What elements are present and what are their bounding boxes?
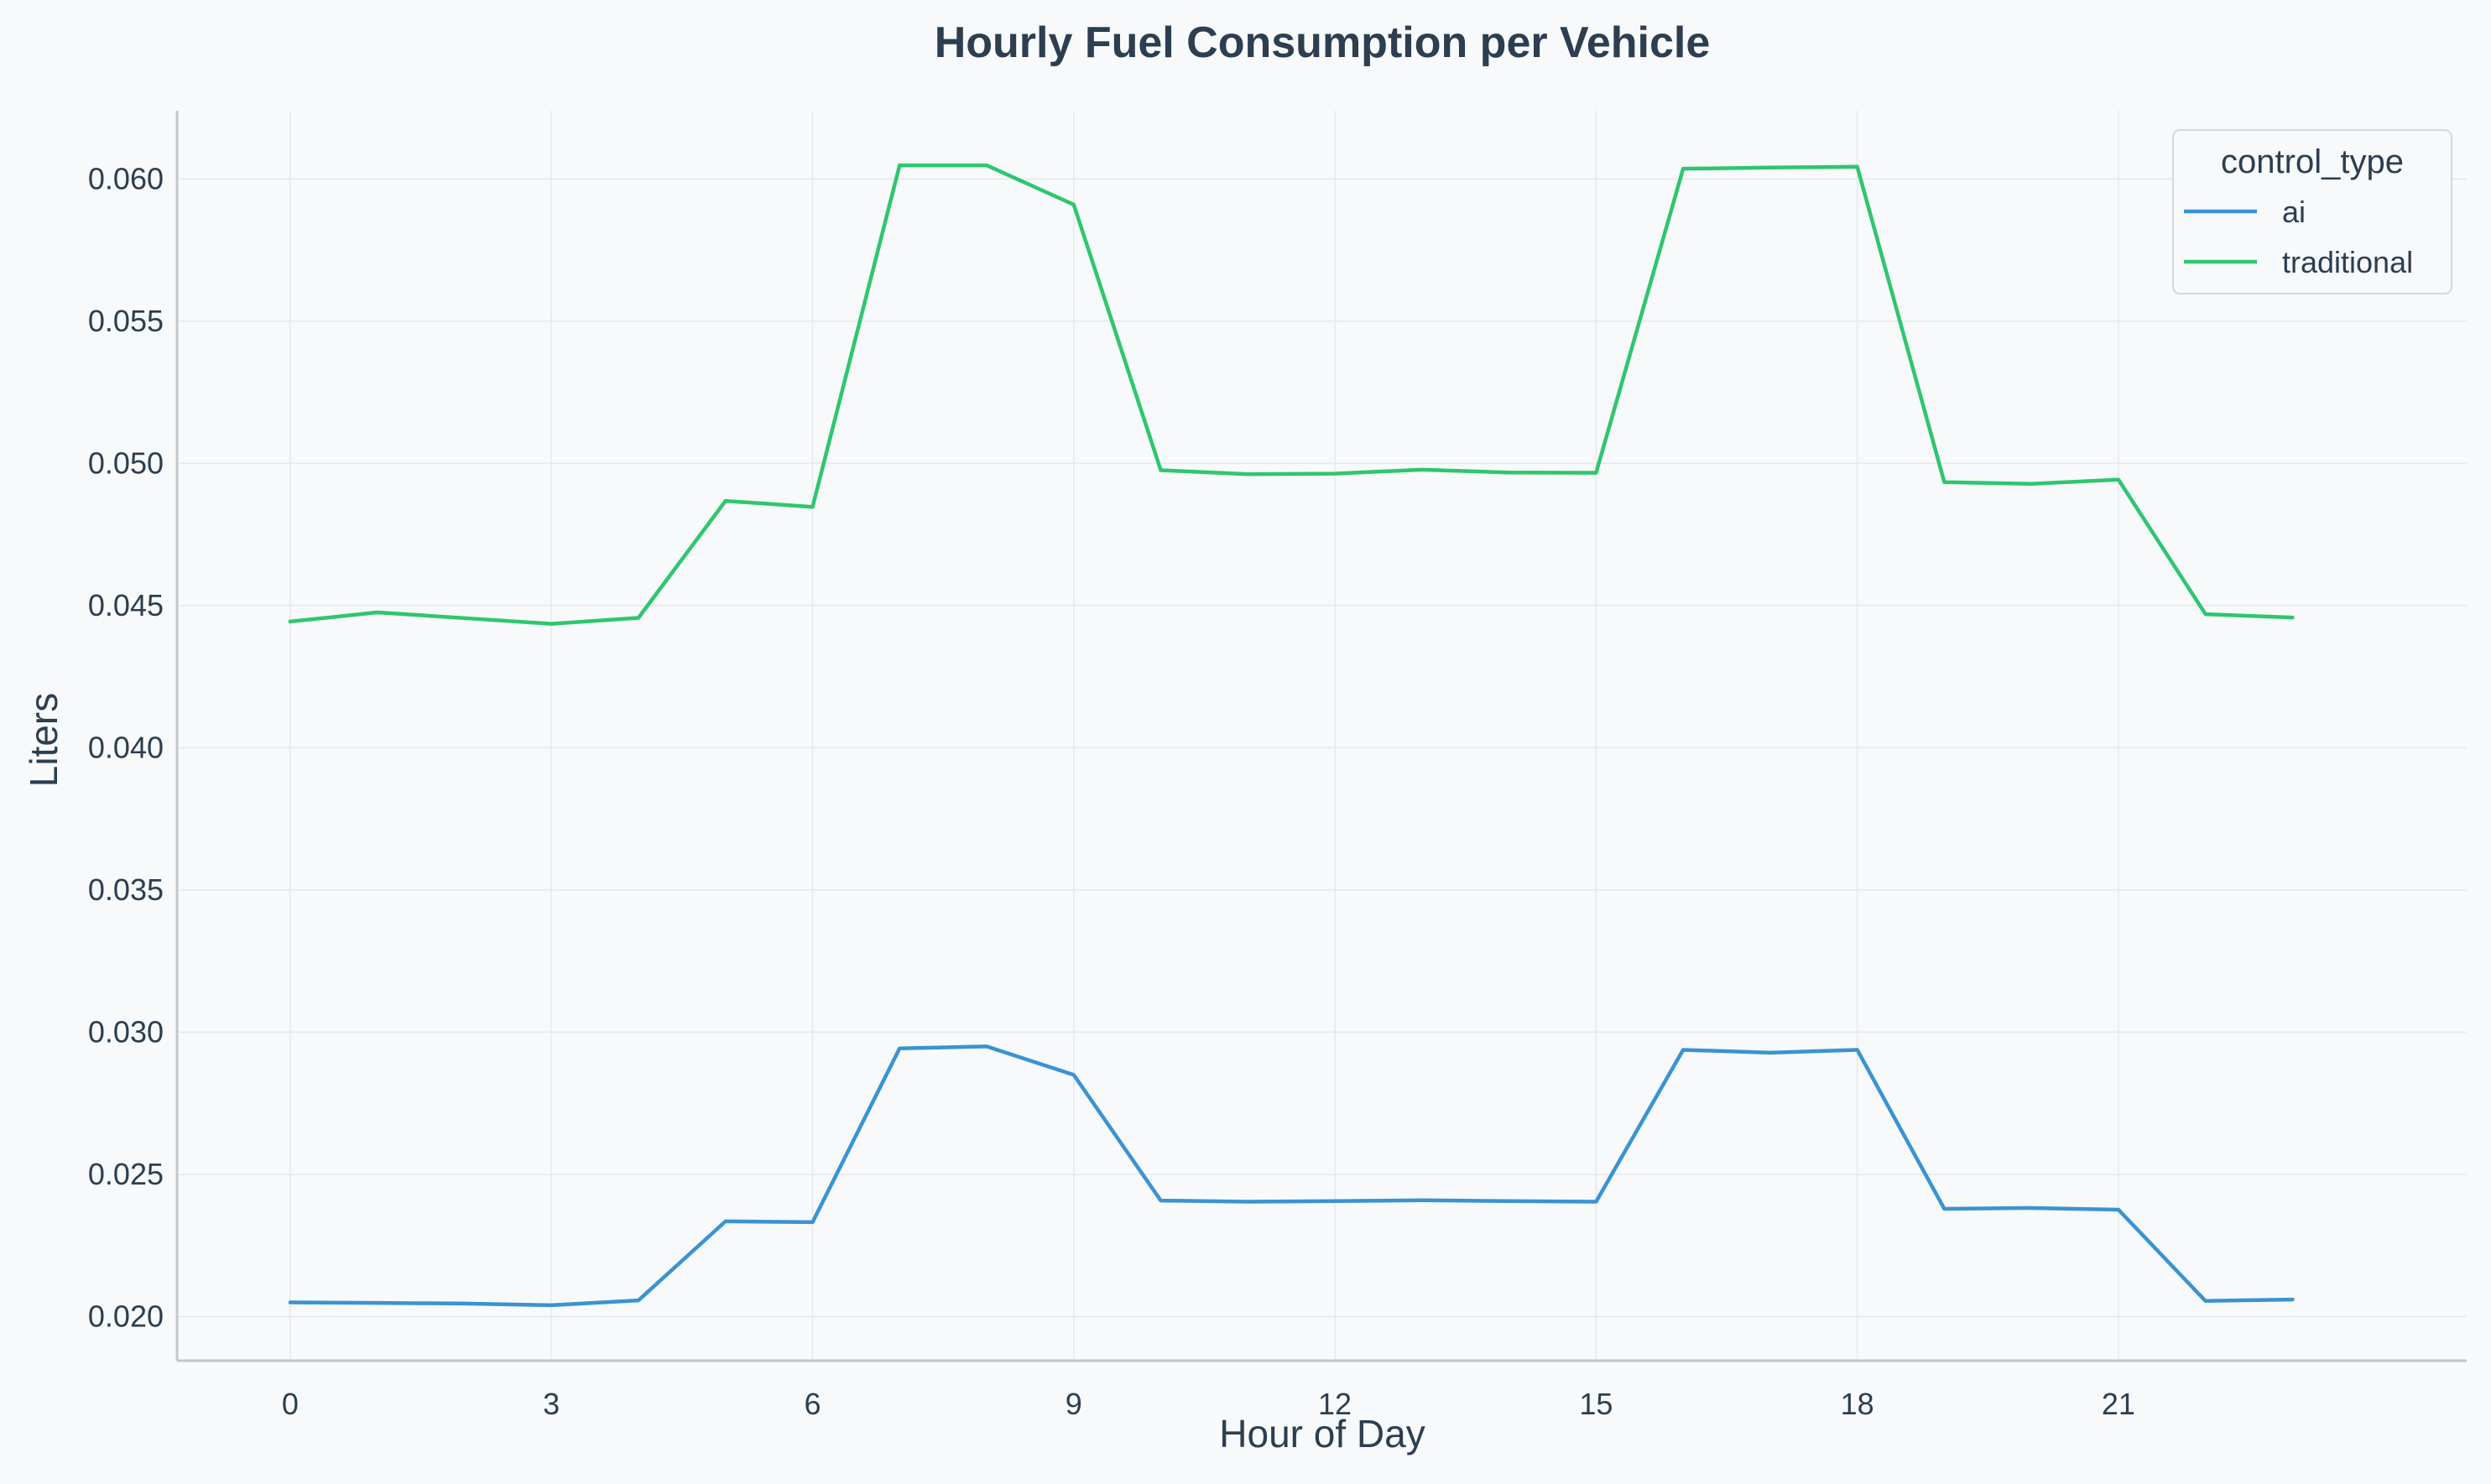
y-tick-label: 0.040 xyxy=(88,730,164,764)
legend-label-traditional: traditional xyxy=(2282,245,2413,279)
y-tick-label: 0.035 xyxy=(88,872,164,907)
series-line-traditional xyxy=(288,163,2295,626)
x-tick-label: 21 xyxy=(2102,1387,2135,1421)
x-axis-label: Hour of Day xyxy=(1219,1412,1425,1455)
series-lines xyxy=(288,163,2295,1308)
x-tick-label: 0 xyxy=(282,1387,299,1421)
x-tick-label: 3 xyxy=(543,1387,560,1421)
y-axis-label: Liters xyxy=(22,693,65,787)
axes xyxy=(175,111,2467,1362)
y-tick-label: 0.045 xyxy=(88,588,164,622)
legend-entries: ai traditional xyxy=(2184,195,2413,279)
legend-title: control_type xyxy=(2221,143,2404,180)
tick-labels: 0 3 6 9 12 15 18 21 0.020 0.025 0.030 0.035 0.040 0.0… xyxy=(88,161,2135,1421)
series-line-ai xyxy=(288,1044,2295,1308)
y-tick-label: 0.030 xyxy=(88,1014,164,1049)
legend-label-ai: ai xyxy=(2282,195,2306,229)
y-tick-label: 0.020 xyxy=(88,1299,164,1333)
chart-title: Hourly Fuel Consumption per Vehicle xyxy=(935,18,1711,67)
y-tick-label: 0.025 xyxy=(88,1157,164,1191)
y-tick-label: 0.060 xyxy=(88,161,164,195)
x-tick-label: 15 xyxy=(1579,1387,1613,1421)
y-tick-label: 0.055 xyxy=(88,304,164,338)
legend: control_type ai traditional xyxy=(2172,129,2452,294)
legend-box xyxy=(2172,129,2452,294)
y-tick-label: 0.050 xyxy=(88,445,164,480)
x-tick-label: 12 xyxy=(1318,1387,1352,1421)
grid xyxy=(177,111,2467,1361)
x-tick-label: 6 xyxy=(804,1387,821,1421)
x-tick-label: 18 xyxy=(1841,1387,1874,1421)
x-tick-label: 9 xyxy=(1066,1387,1082,1421)
